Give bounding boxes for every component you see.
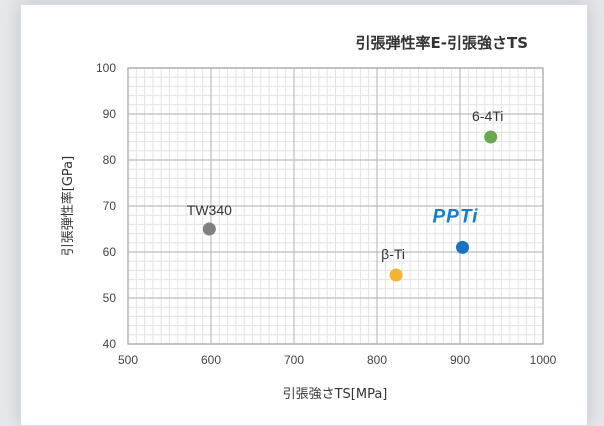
y-tick-label: 100 <box>96 61 116 75</box>
y-tick-label: 70 <box>103 199 117 213</box>
plot-frame <box>127 67 544 345</box>
point-label: 6-4Ti <box>472 108 503 124</box>
grid <box>127 67 544 345</box>
y-tick-label: 50 <box>103 291 117 305</box>
y-tick-labels: 40 50 60 70 80 90 100 <box>96 61 116 351</box>
y-tick-label: 40 <box>103 337 117 351</box>
data-point <box>455 240 469 254</box>
x-tick-label: 900 <box>450 353 470 367</box>
y-tick-label: 90 <box>103 107 117 121</box>
data-points: TW340 β-Ti PPTi 6-4Ti <box>187 108 503 282</box>
x-tick-labels: 500 600 700 800 900 1000 <box>118 353 557 367</box>
data-point <box>484 130 498 144</box>
x-tick-label: 800 <box>367 353 387 367</box>
point-label: β-Ti <box>381 246 405 262</box>
x-tick-label: 1000 <box>530 353 557 367</box>
point-label-logo: PPTi <box>432 206 478 227</box>
scatter-chart: 引張弾性率E-引張強さTS 500 600 700 800 900 1000 40 50 60… <box>60 34 557 402</box>
chart-title: 引張弾性率E-引張強さTS <box>355 34 528 52</box>
y-tick-label: 60 <box>103 245 117 259</box>
x-tick-label: 700 <box>284 353 304 367</box>
point-label: TW340 <box>187 202 232 218</box>
data-point <box>389 268 403 282</box>
y-axis-label: 引張弾性率[GPa] <box>60 156 76 256</box>
y-tick-label: 80 <box>103 153 117 167</box>
x-tick-label: 600 <box>201 353 221 367</box>
data-point <box>202 222 216 236</box>
x-axis-label: 引張強さTS[MPa] <box>283 387 388 402</box>
x-tick-label: 500 <box>118 353 138 367</box>
